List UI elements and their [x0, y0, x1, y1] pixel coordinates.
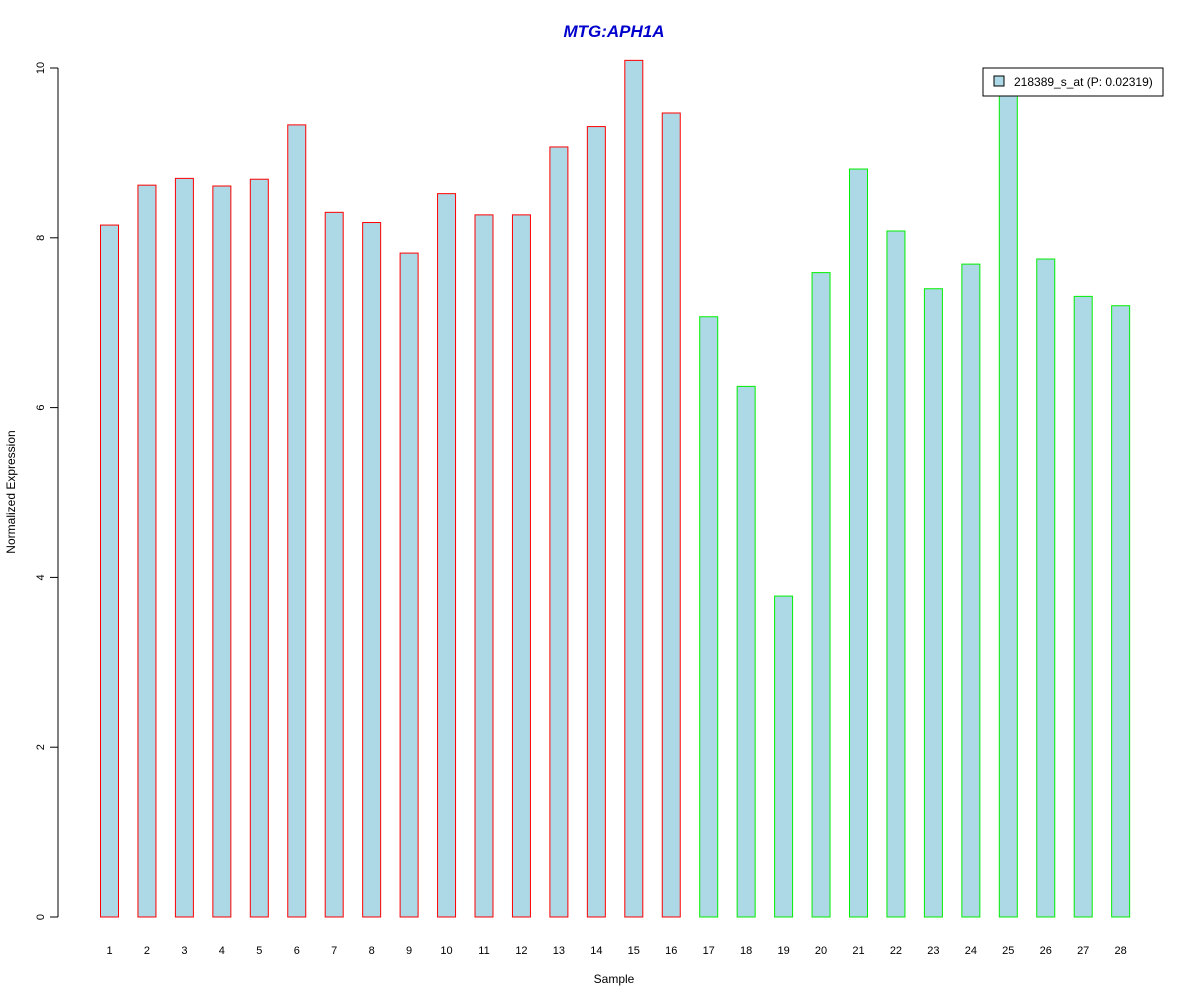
- bar: [437, 193, 457, 918]
- bar: [1073, 295, 1093, 918]
- x-tick-label: 18: [740, 945, 752, 957]
- bar: [511, 214, 531, 918]
- y-tick-label: 10: [35, 62, 47, 74]
- x-tick-label: 6: [294, 945, 300, 957]
- bar: [624, 59, 644, 918]
- x-tick-label: 8: [369, 945, 375, 957]
- x-tick-label: 7: [331, 945, 337, 957]
- x-axis-label: Sample: [594, 972, 635, 986]
- bar: [998, 90, 1018, 918]
- bar: [249, 178, 269, 918]
- x-tick-label: 3: [181, 945, 187, 957]
- y-tick-label: 8: [35, 235, 47, 241]
- x-axis-tick-labels: 1 2 3 4 5 6 7 8 9 10 11 12 13 14 15 16 17 18 19 20 21 22 23 24 2…: [106, 945, 1126, 957]
- bar: [849, 168, 868, 918]
- bar: [100, 224, 119, 918]
- x-tick-label: 2: [144, 945, 150, 957]
- x-tick-label: 4: [219, 945, 225, 957]
- bars: [100, 59, 1131, 918]
- legend-label: 218389_s_at (P: 0.02319): [1014, 75, 1153, 89]
- y-tick-label: 4: [35, 574, 47, 580]
- x-tick-label: 27: [1077, 945, 1089, 957]
- bar: [886, 230, 906, 918]
- y-axis-ticks: 0 2 4 6 8 10: [35, 62, 58, 920]
- legend-box: [982, 67, 1164, 97]
- x-tick-label: 15: [628, 945, 640, 957]
- y-tick-label: 0: [35, 914, 47, 920]
- bar: [923, 288, 943, 918]
- x-tick-label: 9: [406, 945, 412, 957]
- bar: [961, 263, 981, 918]
- bar: [399, 252, 419, 918]
- x-tick-label: 13: [553, 945, 565, 957]
- bar: [774, 595, 794, 918]
- bar: [661, 112, 681, 918]
- bar: [736, 385, 756, 918]
- bar: [324, 211, 344, 918]
- bar: [699, 316, 719, 918]
- x-tick-label: 12: [515, 945, 527, 957]
- x-tick-label: 20: [815, 945, 827, 957]
- legend: 218389_s_at (P: 0.02319): [982, 67, 1164, 97]
- legend-swatch: [993, 75, 1005, 87]
- bar: [174, 177, 194, 918]
- y-tick-label: 2: [35, 744, 47, 750]
- bar: [474, 214, 494, 918]
- bar: [549, 146, 569, 918]
- y-tick-label: 6: [35, 405, 47, 411]
- x-tick-label: 25: [1002, 945, 1014, 957]
- x-tick-label: 5: [256, 945, 262, 957]
- bar: [1111, 305, 1131, 918]
- x-tick-label: 22: [890, 945, 902, 957]
- y-axis-label: Normalized Expression: [4, 430, 18, 553]
- bar: [586, 126, 606, 918]
- bar: [362, 222, 382, 918]
- bar: [287, 124, 307, 918]
- x-tick-label: 16: [665, 945, 677, 957]
- bar: [1036, 258, 1056, 918]
- x-tick-label: 23: [927, 945, 939, 957]
- x-tick-label: 11: [478, 945, 489, 957]
- x-tick-label: 10: [440, 945, 452, 957]
- x-tick-label: 19: [777, 945, 789, 957]
- bar: [137, 184, 157, 918]
- x-tick-label: 14: [590, 945, 602, 957]
- x-tick-label: 26: [1040, 945, 1052, 957]
- x-tick-label: 28: [1115, 945, 1127, 957]
- x-tick-label: 21: [852, 945, 864, 957]
- x-tick-label: 24: [965, 945, 977, 957]
- bar: [212, 185, 232, 918]
- x-tick-label: 17: [703, 945, 715, 957]
- chart-title: MTG:APH1A: [563, 22, 664, 41]
- x-tick-label: 1: [106, 945, 112, 957]
- bar: [811, 272, 831, 918]
